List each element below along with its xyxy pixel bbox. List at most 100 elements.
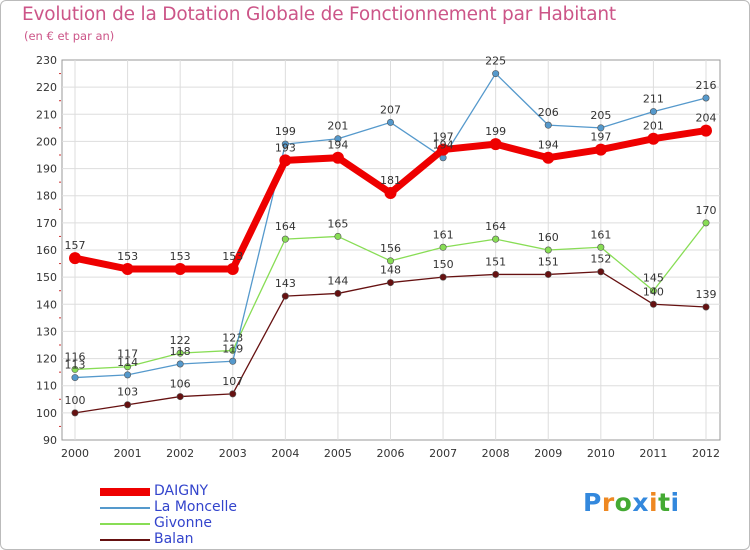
data-point	[542, 151, 555, 164]
data-label: 100	[65, 394, 86, 407]
data-point	[597, 124, 605, 132]
legend-label: Balan	[154, 531, 194, 547]
data-point	[281, 292, 289, 300]
x-tick-label: 2009	[534, 447, 562, 460]
data-label: 204	[696, 112, 717, 125]
data-label: 143	[275, 277, 296, 290]
chart-subtitle: (en € et par an)	[24, 29, 115, 43]
legend-label: Givonne	[154, 515, 212, 531]
data-point	[386, 257, 394, 265]
y-tick-label: 90	[43, 434, 57, 447]
data-point	[649, 300, 657, 308]
chart-title: Evolution de la Dotation Globale de Fonc…	[22, 4, 616, 25]
data-label: 165	[327, 217, 348, 230]
data-label: 199	[275, 125, 296, 138]
data-point	[229, 357, 237, 365]
data-point	[176, 360, 184, 368]
data-point	[386, 279, 394, 287]
data-label: 201	[327, 120, 348, 133]
data-point	[437, 143, 450, 156]
x-tick-label: 2001	[114, 447, 142, 460]
x-tick-label: 2008	[482, 447, 510, 460]
data-point	[176, 349, 184, 357]
data-label: 123	[222, 331, 243, 344]
data-label: 225	[485, 55, 506, 68]
logo-letter: t	[658, 488, 671, 517]
data-point	[124, 363, 132, 371]
data-label: 106	[170, 378, 191, 391]
data-label: 194	[327, 139, 348, 152]
legend-swatch	[100, 539, 150, 541]
data-point	[492, 270, 500, 278]
data-point	[597, 268, 605, 276]
data-point	[544, 246, 552, 254]
data-point	[71, 409, 79, 417]
data-label: 170	[696, 204, 717, 217]
data-label: 181	[380, 174, 401, 187]
data-label: 148	[380, 264, 401, 277]
data-point	[334, 135, 342, 143]
logo-letter: x	[632, 488, 649, 517]
data-point	[174, 263, 187, 275]
logo-letter: P	[583, 488, 602, 517]
data-label: 160	[538, 231, 559, 244]
data-label: 153	[222, 250, 243, 263]
data-label: 194	[538, 139, 559, 152]
x-tick-label: 2010	[587, 447, 615, 460]
data-point	[384, 187, 397, 199]
data-label: 122	[170, 334, 191, 347]
data-label: 197	[433, 131, 454, 144]
data-point	[649, 108, 657, 116]
data-label: 152	[590, 253, 611, 266]
x-tick-label: 2012	[692, 447, 720, 460]
data-point	[439, 273, 447, 281]
x-tick-label: 2005	[324, 447, 352, 460]
data-point	[121, 263, 134, 275]
data-point	[334, 289, 342, 297]
data-label: 118	[170, 345, 191, 358]
data-point	[334, 232, 342, 240]
data-label: 151	[485, 255, 506, 268]
y-tick-label: 150	[36, 271, 57, 284]
logo-letter: i	[649, 488, 659, 517]
data-point	[702, 219, 710, 227]
data-point	[439, 243, 447, 251]
data-label: 199	[485, 125, 506, 138]
data-point	[281, 140, 289, 148]
y-tick-label: 230	[36, 54, 57, 67]
data-point	[700, 124, 712, 137]
data-label: 211	[643, 93, 664, 106]
data-label: 206	[538, 106, 559, 119]
data-point	[702, 94, 710, 102]
x-tick-label: 2011	[639, 447, 667, 460]
x-tick-label: 2006	[377, 447, 405, 460]
data-label: 119	[222, 342, 243, 355]
data-label: 144	[327, 274, 348, 287]
data-point	[647, 132, 660, 145]
x-tick-label: 2002	[166, 447, 194, 460]
data-point	[489, 138, 502, 151]
legend-swatch	[100, 523, 150, 525]
data-label: 103	[117, 386, 138, 399]
data-label: 164	[275, 220, 296, 233]
data-point	[594, 143, 607, 156]
data-point	[279, 154, 292, 167]
data-point	[71, 365, 79, 373]
data-point	[226, 263, 239, 275]
data-point	[544, 121, 552, 129]
data-point	[331, 151, 344, 164]
data-point	[544, 270, 552, 278]
logo-letter: o	[614, 488, 633, 517]
y-tick-label: 200	[36, 135, 57, 148]
data-label: 161	[590, 228, 611, 241]
y-tick-label: 100	[36, 407, 57, 420]
data-label: 193	[275, 141, 296, 154]
data-point	[492, 235, 500, 243]
data-label: 116	[65, 350, 86, 363]
data-point	[281, 235, 289, 243]
data-label: 140	[643, 285, 664, 298]
data-point	[124, 371, 132, 379]
data-label: 197	[590, 131, 611, 144]
y-tick-label: 110	[36, 380, 57, 393]
